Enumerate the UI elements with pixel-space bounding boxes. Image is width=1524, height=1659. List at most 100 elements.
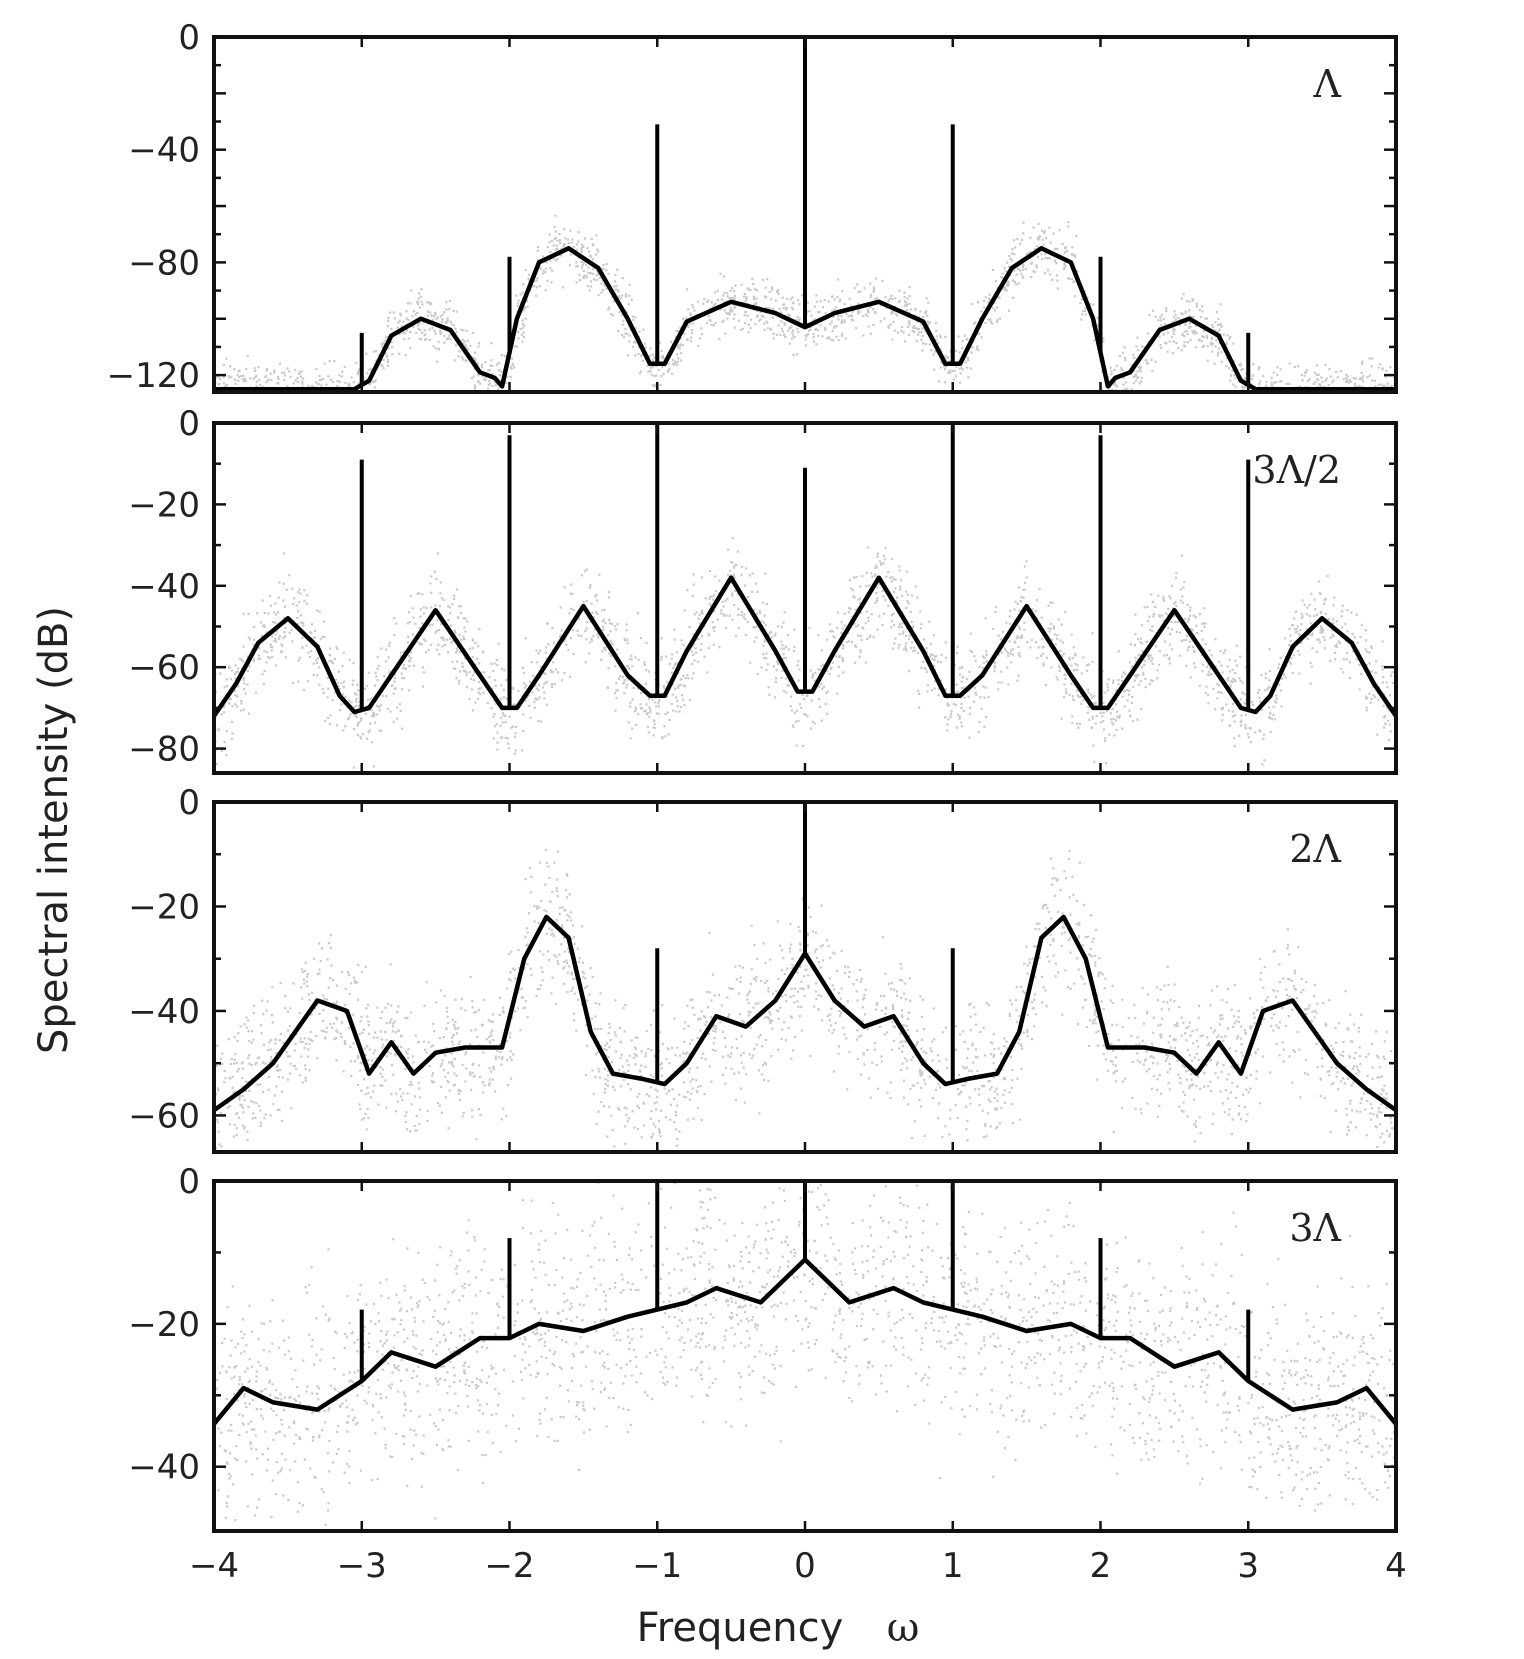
scatter-point	[806, 301, 809, 304]
scatter-point	[308, 399, 310, 401]
scatter-point	[353, 705, 356, 708]
scatter-point	[1064, 251, 1067, 254]
scatter-point	[1161, 614, 1164, 617]
scatter-point	[1211, 350, 1214, 353]
scatter-point	[1204, 643, 1207, 646]
scatter-point	[755, 636, 758, 639]
scatter-point	[1313, 598, 1316, 601]
scatter-point	[480, 366, 483, 369]
scatter-point	[803, 713, 806, 716]
scatter-point	[419, 328, 422, 331]
scatter-point	[1180, 639, 1183, 643]
scatter-point	[224, 396, 226, 398]
scatter-point	[408, 611, 411, 614]
scatter-point	[544, 288, 547, 292]
scatter-point	[1332, 618, 1335, 621]
scatter-point	[1170, 620, 1173, 624]
scatter-point	[295, 604, 298, 607]
scatter-point	[919, 627, 922, 630]
scatter-point	[1129, 643, 1132, 646]
scatter-point	[297, 659, 300, 662]
scatter-point	[1304, 397, 1306, 399]
scatter-point	[223, 741, 226, 744]
scatter-point	[1283, 397, 1285, 399]
scatter-point	[409, 302, 412, 305]
scatter-point	[385, 354, 388, 357]
scatter-point	[331, 380, 335, 383]
scatter-point	[854, 625, 858, 628]
scatter-point	[511, 725, 514, 728]
scatter-point	[776, 290, 779, 293]
scatter-point	[824, 702, 827, 705]
scatter-point	[1197, 339, 1201, 342]
scatter-point	[1004, 286, 1007, 290]
scatter-point	[683, 609, 686, 612]
scatter-point	[905, 606, 908, 610]
scatter-point	[891, 614, 894, 617]
scatter-point	[837, 665, 840, 668]
scatter-point	[538, 684, 541, 687]
scatter-point	[1263, 733, 1266, 736]
scatter-point	[359, 735, 362, 738]
scatter-point	[527, 694, 531, 697]
scatter-point	[898, 625, 901, 628]
scatter-point	[592, 278, 595, 281]
scatter-point	[1029, 251, 1032, 254]
scatter-point	[289, 411, 291, 413]
scatter-point	[1120, 367, 1123, 370]
scatter-point	[1338, 394, 1340, 396]
scatter-point	[1114, 703, 1118, 706]
scatter-point	[887, 325, 890, 328]
scatter-point	[497, 642, 500, 645]
scatter-point	[1374, 396, 1376, 398]
scatter-point	[1181, 334, 1184, 337]
scatter-point	[870, 613, 873, 616]
scatter-point	[882, 595, 885, 598]
scatter-point	[365, 684, 369, 688]
scatter-point	[826, 337, 829, 340]
scatter-point	[1140, 376, 1144, 379]
scatter-point	[357, 370, 360, 374]
scatter-point	[1092, 303, 1095, 306]
scatter-point	[1191, 298, 1194, 301]
scatter-point	[245, 396, 247, 398]
scatter-point	[577, 617, 581, 621]
scatter-point	[848, 297, 851, 300]
scatter-point	[1264, 384, 1268, 387]
scatter-point	[382, 367, 385, 370]
scatter-point	[913, 327, 916, 330]
scatter-point	[1260, 674, 1263, 677]
scatter-point	[1247, 736, 1250, 739]
scatter-point	[464, 670, 467, 673]
scatter-point	[1350, 400, 1352, 402]
scatter-point	[676, 705, 679, 708]
scatter-point	[585, 627, 588, 630]
scatter-point	[260, 394, 262, 396]
scatter-point	[692, 672, 695, 675]
scatter-point	[934, 350, 937, 353]
scatter-point	[482, 378, 486, 381]
scatter-point	[1233, 360, 1236, 363]
scatter-point	[1022, 265, 1025, 268]
scatter-point	[274, 621, 277, 624]
scatter-point	[970, 650, 974, 653]
scatter-point	[1087, 691, 1090, 694]
scatter-point	[891, 298, 894, 301]
scatter-point	[353, 692, 357, 695]
scatter-point	[1191, 330, 1194, 333]
scatter-point	[1038, 588, 1041, 591]
scatter-point	[1066, 249, 1069, 252]
scatter-point	[354, 414, 356, 416]
scatter-point	[448, 299, 452, 303]
scatter-point	[686, 674, 689, 677]
scatter-point	[996, 318, 999, 322]
scatter-point	[714, 302, 717, 305]
scatter-point	[1301, 599, 1304, 602]
scatter-point	[1064, 247, 1067, 250]
scatter-point	[262, 402, 264, 404]
scatter-point	[755, 289, 758, 292]
scatter-point	[236, 695, 239, 698]
scatter-point	[1220, 360, 1223, 363]
scatter-point	[434, 332, 437, 335]
scatter-point	[327, 375, 330, 378]
